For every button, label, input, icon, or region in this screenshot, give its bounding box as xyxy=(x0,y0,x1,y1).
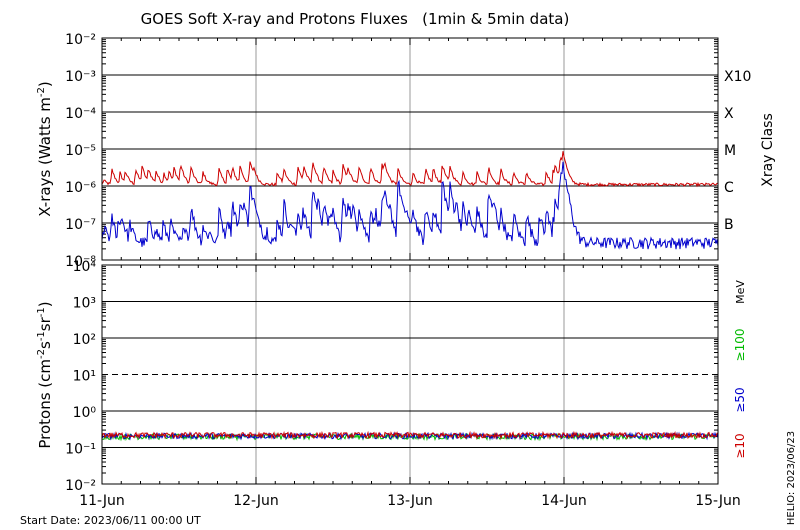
y-tick-label: 10⁰ xyxy=(73,405,97,421)
y-tick-label: 10² xyxy=(73,332,96,348)
y-tick-label: 10¹ xyxy=(73,369,96,385)
xray-class-x10: X10 xyxy=(724,69,751,85)
xray-class-b: B xyxy=(724,217,734,233)
protons-mev-label: MeV xyxy=(734,280,747,304)
protons-50mev-legend: ≥50 xyxy=(733,387,747,412)
y-tick-label: 10⁻⁶ xyxy=(65,180,96,196)
protons-gridlines xyxy=(101,265,719,484)
xray-class-labels: B C M X X10 xyxy=(724,69,751,233)
protons-plot-frame xyxy=(101,264,719,485)
protons-y-axis-label: Protons (cm-2s-1sr-1) xyxy=(36,301,54,448)
protons-100mev-legend: ≥100 xyxy=(733,329,747,362)
protons-10mev-legend: ≥10 xyxy=(733,433,747,458)
x-tick-label: 14-Jun xyxy=(541,493,587,509)
y-tick-label: 10⁻⁴ xyxy=(65,106,96,122)
xray-gridlines xyxy=(101,38,719,260)
xray-panel: 10⁻⁸ 10⁻⁷ 10⁻⁶ 10⁻⁵ 10⁻⁴ 10⁻³ 10⁻² B C M X X10 X-r… xyxy=(36,32,776,270)
xray-class-axis-label: Xray Class xyxy=(760,113,776,187)
y-tick-label: 10⁻⁷ xyxy=(65,217,96,233)
xray-plot-frame xyxy=(101,37,719,261)
protons-y-tick-labels: 10⁻² 10⁻¹ 10⁰ 10¹ 10² 10³ 10⁴ xyxy=(65,259,718,494)
y-tick-label: 10⁻² xyxy=(65,32,96,48)
xray-short-channel-line xyxy=(101,161,719,250)
protons-panel: 10⁻² 10⁻¹ 10⁰ 10¹ 10² 10³ 10⁴ Protons (cm-2s-1… xyxy=(36,259,747,494)
x-tick-label: 13-Jun xyxy=(387,493,433,509)
y-tick-label: 10⁴ xyxy=(73,259,97,275)
x-tick-label: 12-Jun xyxy=(233,493,279,509)
x-tick-labels: 11-Jun 12-Jun 13-Jun 14-Jun 15-Jun xyxy=(79,493,741,509)
xray-class-m: M xyxy=(724,143,736,159)
y-tick-label: 10³ xyxy=(73,296,96,312)
xray-y-axis-label: X-rays (Watts m-2) xyxy=(36,81,54,216)
xray-long-channel-line xyxy=(101,151,718,188)
xray-class-c: C xyxy=(724,180,734,196)
xray-class-x: X xyxy=(724,106,734,122)
protons-10mev-line xyxy=(101,430,719,440)
chart-title: GOES Soft X-ray and Protons Fluxes (1min… xyxy=(141,10,570,28)
y-tick-label: 10⁻⁸ xyxy=(65,254,96,270)
x-tick-label: 11-Jun xyxy=(79,493,125,509)
start-date-label: Start Date: 2023/06/11 00:00 UT xyxy=(20,514,201,527)
y-tick-label: 10⁻¹ xyxy=(65,442,96,458)
y-tick-label: 10⁻² xyxy=(65,478,96,494)
y-tick-label: 10⁻⁵ xyxy=(65,143,96,159)
xray-y-tick-labels: 10⁻⁸ 10⁻⁷ 10⁻⁶ 10⁻⁵ 10⁻⁴ 10⁻³ 10⁻² xyxy=(65,32,718,270)
x-tick-label: 15-Jun xyxy=(695,493,741,509)
y-tick-label: 10⁻³ xyxy=(65,69,96,85)
helio-credit-label: HELIO: 2023/06/23 xyxy=(786,431,797,525)
